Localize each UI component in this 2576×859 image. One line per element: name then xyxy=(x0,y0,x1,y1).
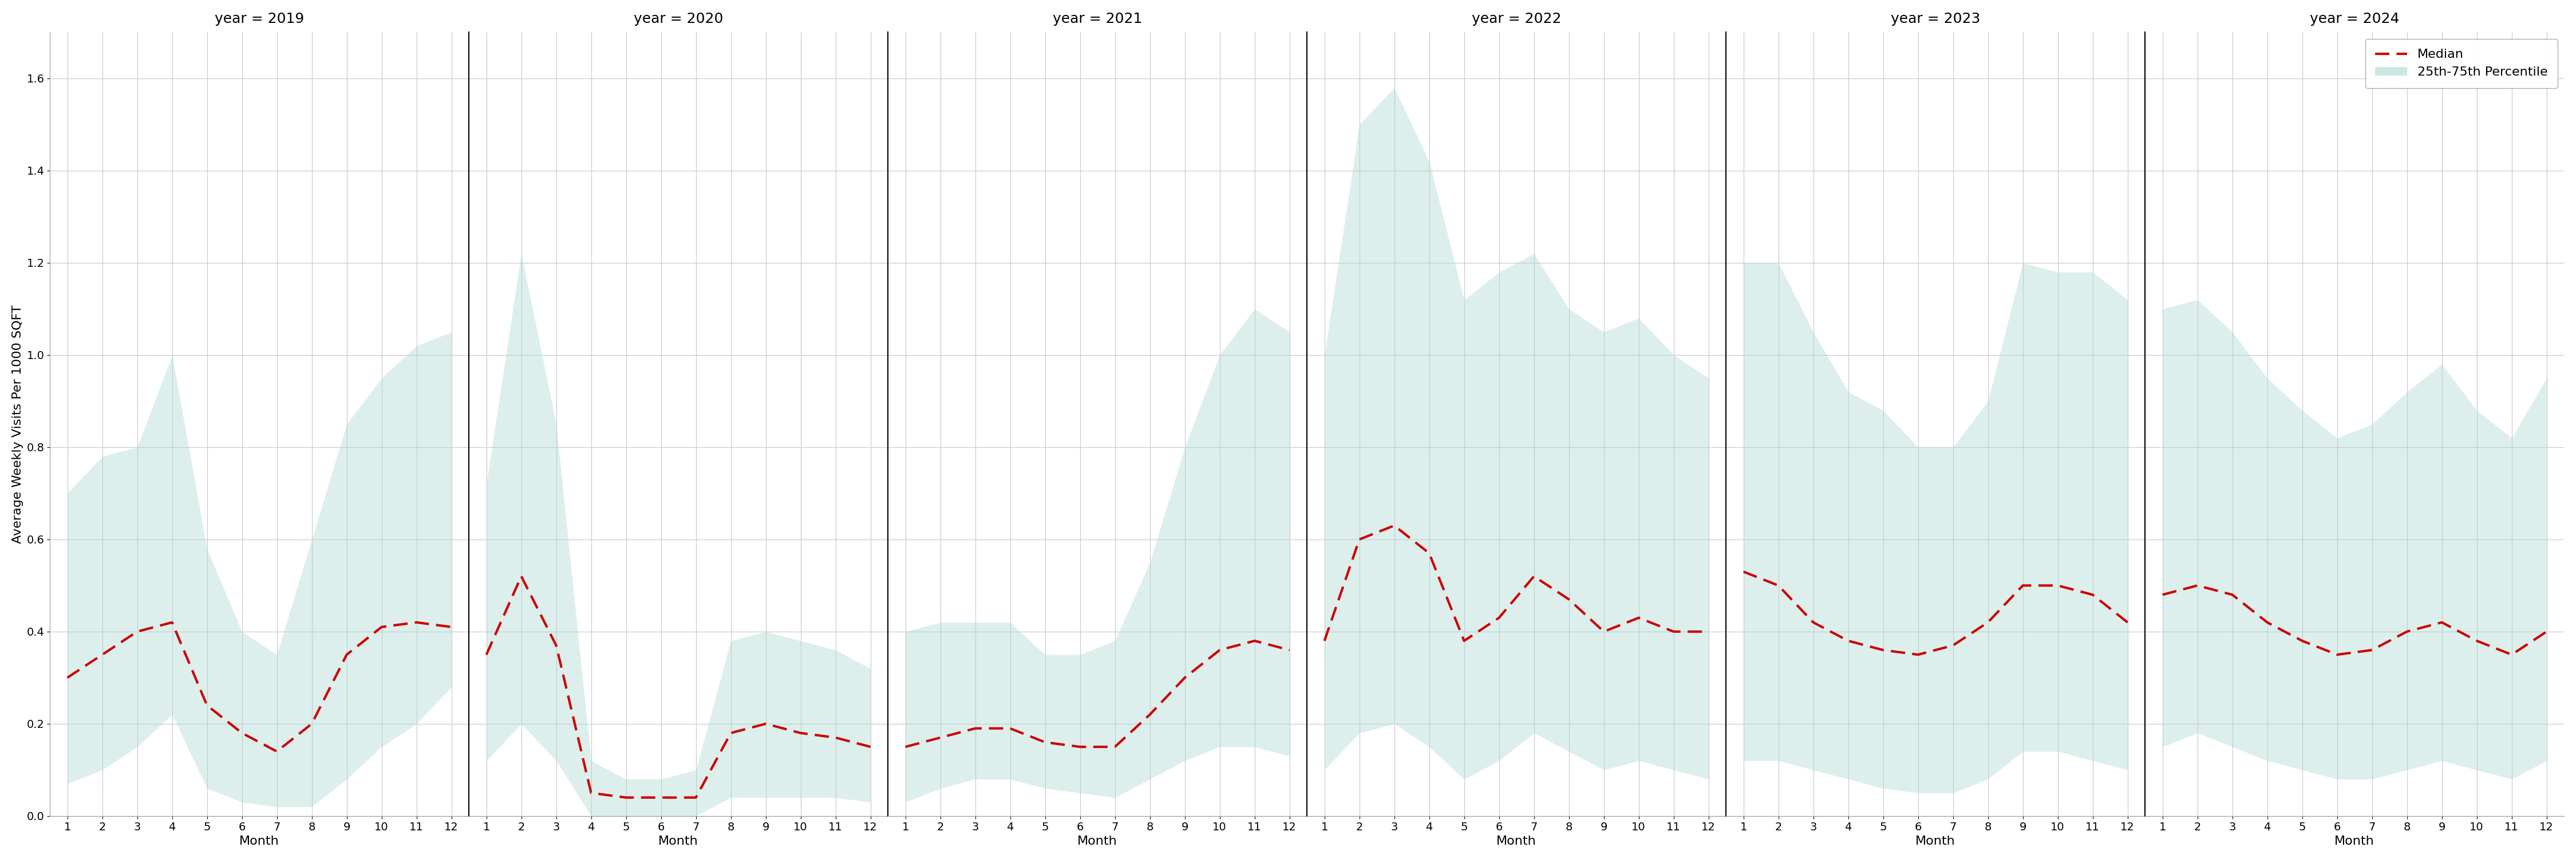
X-axis label: Month: Month xyxy=(2334,836,2375,847)
Title: year = 2020: year = 2020 xyxy=(634,12,724,26)
X-axis label: Month: Month xyxy=(659,836,698,847)
Legend: Median, 25th-75th Percentile: Median, 25th-75th Percentile xyxy=(2365,39,2558,88)
Title: year = 2021: year = 2021 xyxy=(1054,12,1141,26)
X-axis label: Month: Month xyxy=(1917,836,1955,847)
Y-axis label: Average Weekly Visits Per 1000 SQFT: Average Weekly Visits Per 1000 SQFT xyxy=(13,305,23,544)
X-axis label: Month: Month xyxy=(1497,836,1535,847)
Title: year = 2023: year = 2023 xyxy=(1891,12,1981,26)
X-axis label: Month: Month xyxy=(1077,836,1118,847)
X-axis label: Month: Month xyxy=(240,836,278,847)
Title: year = 2024: year = 2024 xyxy=(2311,12,2398,26)
Title: year = 2022: year = 2022 xyxy=(1471,12,1561,26)
Title: year = 2019: year = 2019 xyxy=(214,12,304,26)
